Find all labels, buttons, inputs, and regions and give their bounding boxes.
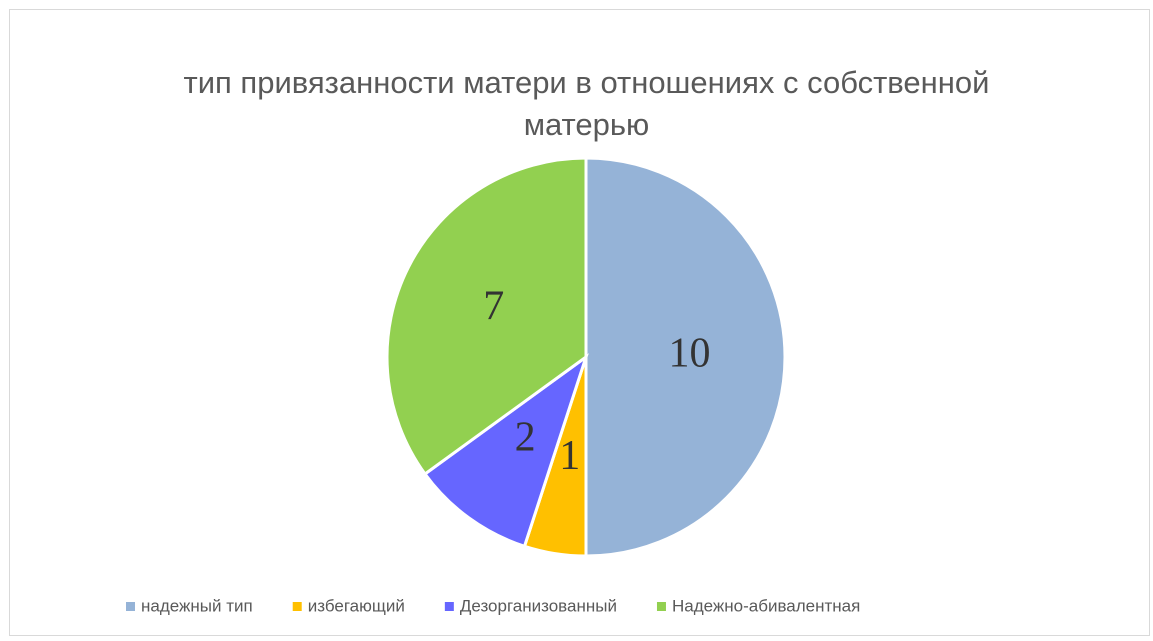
- chart-title: тип привязанности матери в отношениях с …: [183, 65, 990, 142]
- data-label: 10: [668, 331, 710, 377]
- legend-swatch: [656, 602, 666, 611]
- data-label: 1: [559, 433, 580, 479]
- data-label: 7: [483, 284, 504, 330]
- legend-label: Дезорганизованный: [460, 596, 617, 615]
- legend-label: Надежно-абивалентная: [672, 596, 860, 615]
- legend-label: избегающий: [308, 596, 405, 615]
- legend-swatch: [126, 602, 135, 611]
- pie-slice: [385, 156, 588, 477]
- legend-swatch: [444, 602, 454, 611]
- legend-swatch: [292, 602, 302, 611]
- data-label: 2: [515, 414, 536, 460]
- legend-label: надежный тип: [141, 596, 253, 615]
- pie-slice: [422, 353, 589, 549]
- pie-slice: [584, 156, 787, 558]
